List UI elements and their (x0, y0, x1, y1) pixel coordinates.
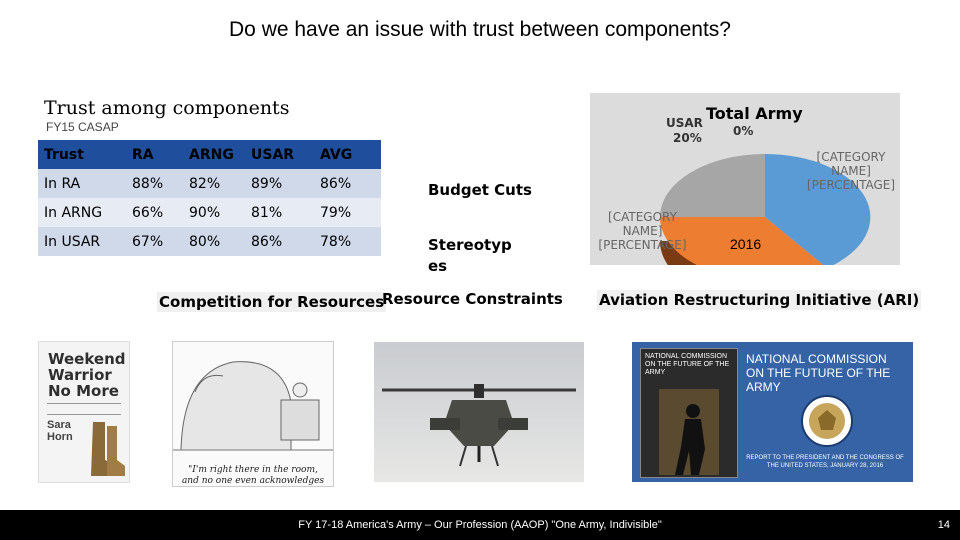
book-author-line1: Sara (47, 419, 71, 431)
table-row: In RA 88% 82% 89% 86% (38, 169, 381, 198)
table-cell: 67% (126, 227, 183, 256)
column-header: USAR (245, 140, 314, 169)
commission-report-text: REPORT TO THE PRESIDENT AND THE CONGRESS… (746, 455, 904, 469)
page-number: 14 (937, 519, 950, 531)
table-cell: 86% (314, 169, 381, 198)
pie-chart (659, 153, 871, 265)
budget-cuts-label: Budget Cuts (428, 181, 532, 199)
trust-table: Trust RA ARNG USAR AVG In RA 88% 82% 89%… (38, 140, 381, 256)
presidential-seal-icon (801, 395, 853, 447)
table-header-row: Trust RA ARNG USAR AVG (38, 140, 381, 169)
column-header: AVG (314, 140, 381, 169)
pie-slice-orange (659, 217, 824, 265)
pie-label-usar-pct: 20% (673, 131, 702, 145)
table-cell: 86% (245, 227, 314, 256)
table-cell: 81% (245, 198, 314, 227)
table-cell: In USAR (38, 227, 126, 256)
cartoon-drawing (173, 361, 333, 451)
table-row: In ARNG 66% 90% 81% 79% (38, 198, 381, 227)
table-cell: 82% (183, 169, 245, 198)
book-cover-image: Weekend Warrior No More Sara Horn (38, 341, 130, 483)
stereotypes-label-line2: es (428, 257, 448, 275)
footer-text: FY 17-18 America's Army – Our Profession… (298, 519, 662, 531)
elephant-cartoon-image: "I'm right there in the room, and no one… (172, 341, 334, 487)
cartoon-caption: "I'm right there in the room, and no one… (181, 465, 325, 486)
source-note: FY15 CASAP (46, 120, 119, 134)
column-header: RA (126, 140, 183, 169)
report-cover: NATIONAL COMMISSION ON THE FUTURE OF THE… (640, 348, 738, 478)
table-cell: In RA (38, 169, 126, 198)
table-cell: 79% (314, 198, 381, 227)
table-cell: 78% (314, 227, 381, 256)
apache-helicopter-icon (382, 384, 576, 467)
book-title-line1: Weekend (48, 350, 126, 368)
book-author-line2: Horn (47, 431, 73, 443)
resource-constraints-label: Resource Constraints (382, 290, 563, 308)
pie-slice-blue (765, 153, 871, 265)
stereotypes-label-line1: Stereotyp (428, 236, 512, 254)
table-cell: 66% (126, 198, 183, 227)
pie-label-usar: USAR (666, 116, 703, 130)
column-header: Trust (38, 140, 126, 169)
table-cell: 88% (126, 169, 183, 198)
commission-heading: NATIONAL COMMISSION ON THE FUTURE OF THE… (746, 352, 891, 394)
report-cover-heading: NATIONAL COMMISSION ON THE FUTURE OF THE… (645, 353, 730, 376)
book-title-line2: Warrior (48, 366, 112, 384)
combat-boots-icon (91, 422, 125, 476)
table-row: In USAR 67% 80% 86% 78% (38, 227, 381, 256)
footer-bar (0, 510, 960, 540)
slide-title: Do we have an issue with trust between c… (229, 18, 731, 41)
soldier-silhouette-icon (659, 389, 719, 475)
table-cell: In ARNG (38, 198, 126, 227)
table-cell: 80% (183, 227, 245, 256)
pie-slice-usar (660, 154, 765, 217)
pie-label-category-orange: [CATEGORY NAME] [PERCENTAGE] (598, 210, 687, 252)
column-header: ARNG (183, 140, 245, 169)
section-title: Trust among components (44, 97, 290, 119)
pie-label-zero: 0% (733, 124, 754, 138)
ari-label: Aviation Restructuring Initiative (ARI) (597, 290, 922, 310)
commission-report-image: NATIONAL COMMISSION ON THE FUTURE OF THE… (632, 342, 913, 482)
book-title-line3: No More (48, 382, 119, 400)
table-cell: 89% (245, 169, 314, 198)
pie-year: 2016 (730, 236, 762, 252)
pie-title: Total Army (706, 104, 803, 123)
table-cell: 90% (183, 198, 245, 227)
pie-label-category-blue: [CATEGORY NAME] [PERCENTAGE] (806, 150, 896, 192)
competition-label: Competition for Resources (157, 292, 387, 312)
helicopter-photo (374, 342, 584, 482)
